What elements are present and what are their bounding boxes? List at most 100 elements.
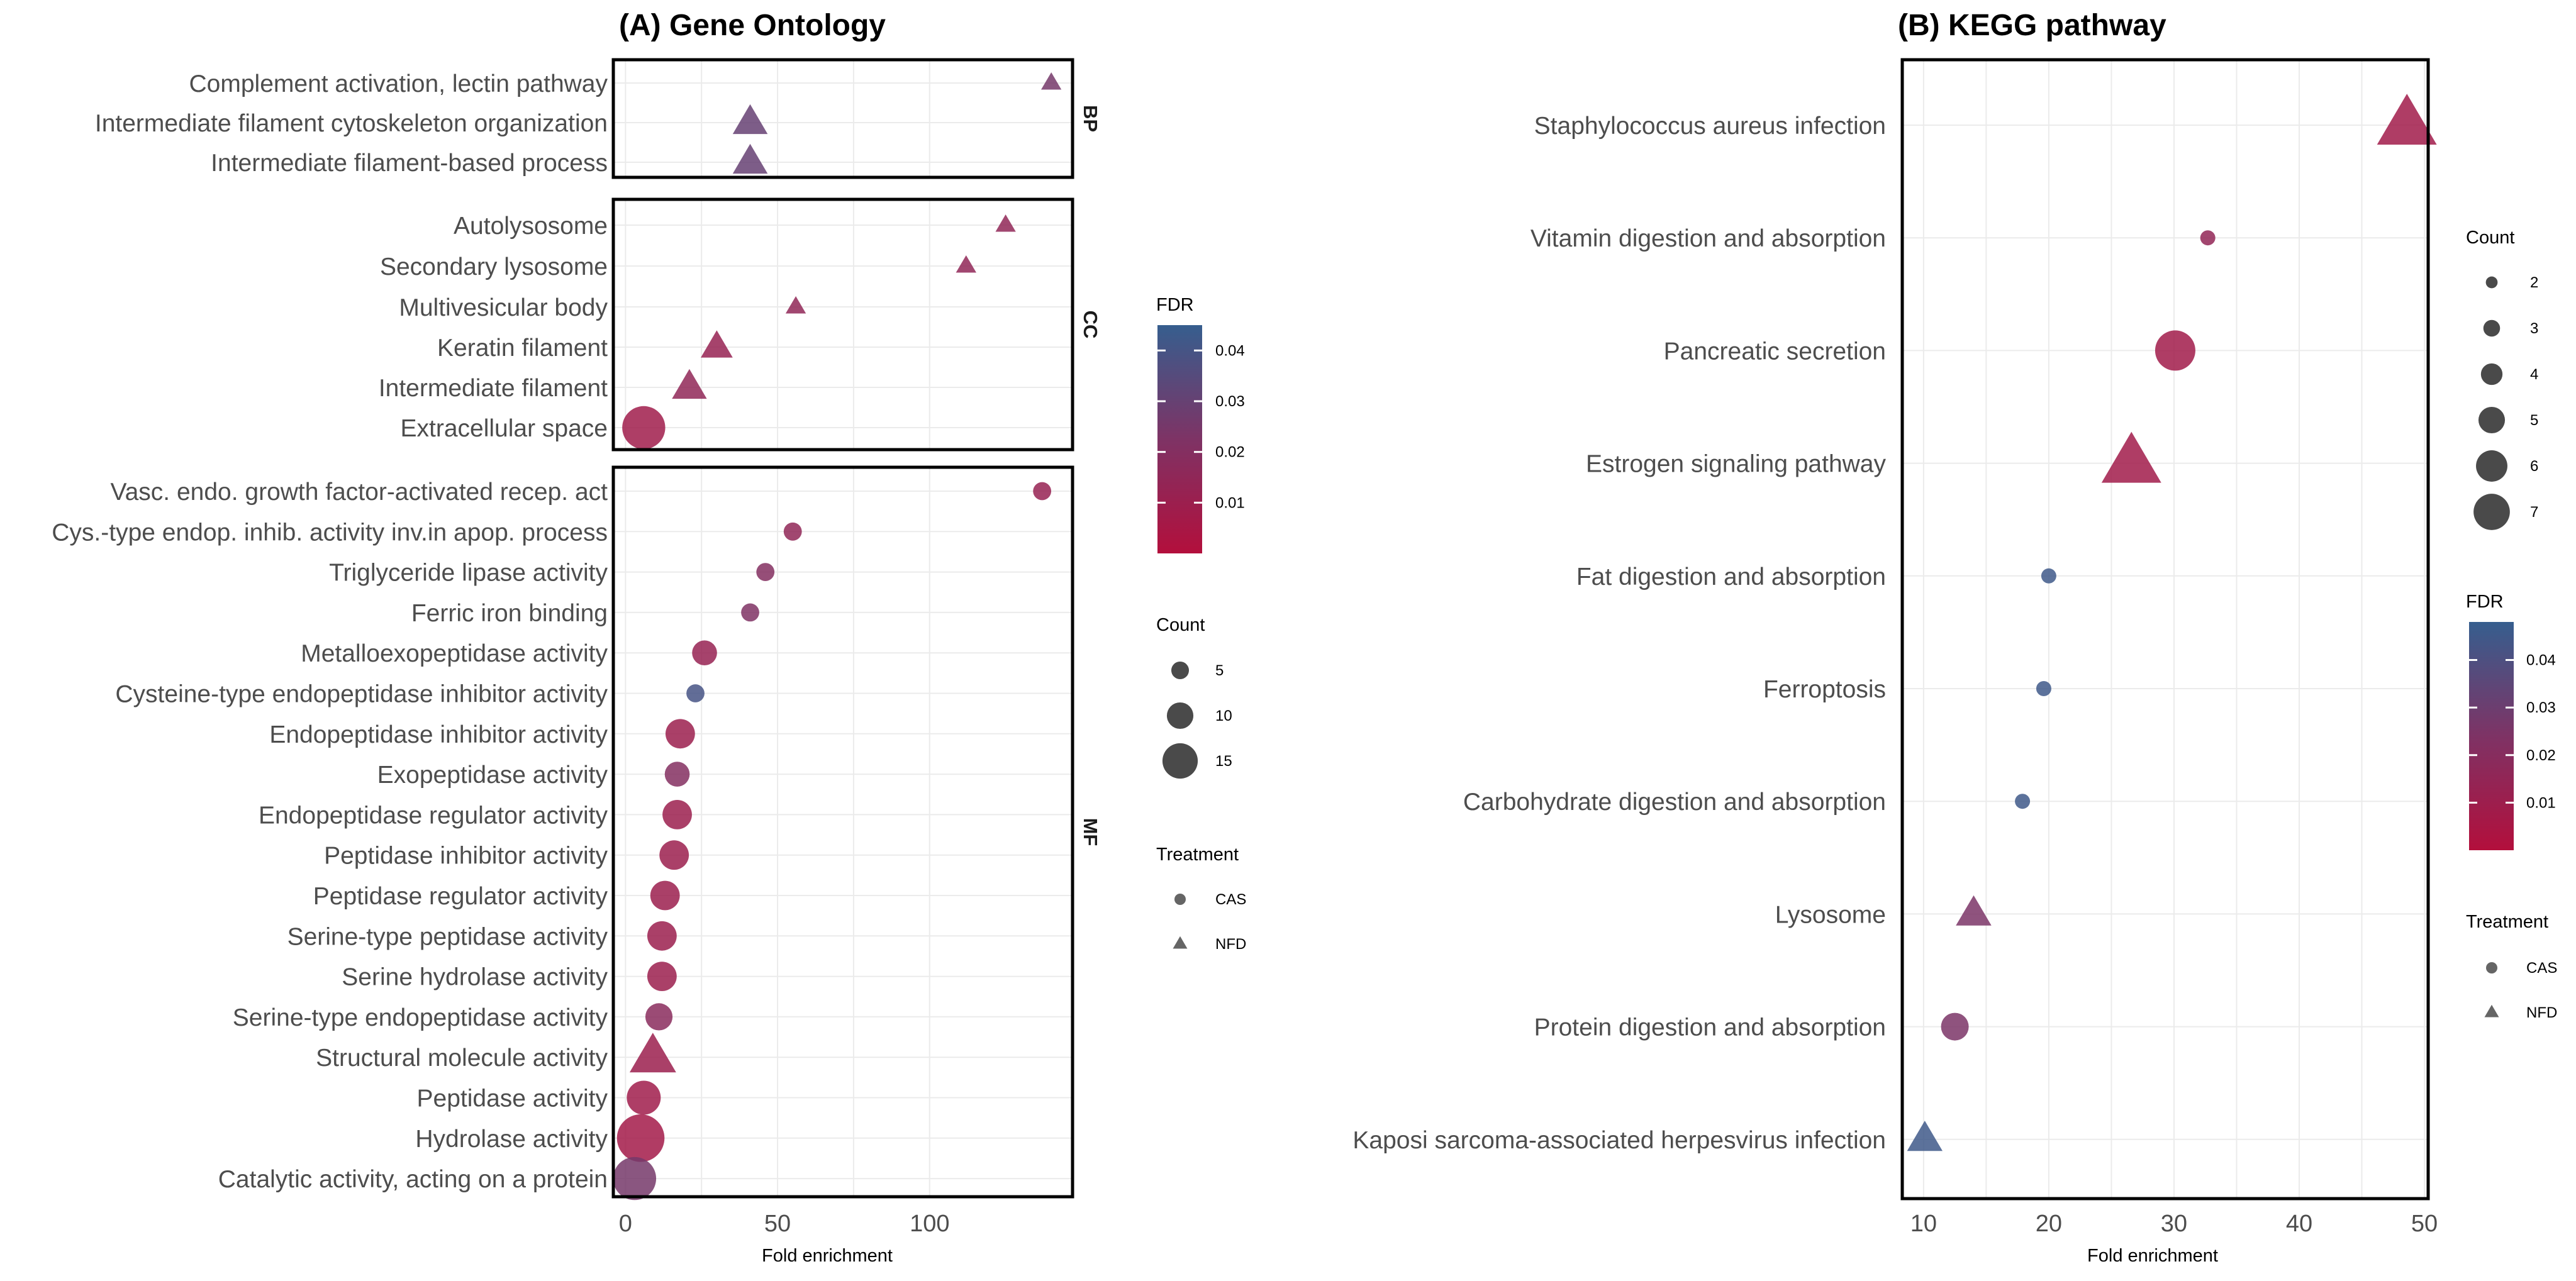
- facet-strip-label: MF: [1079, 818, 1101, 846]
- fdr-tick-label: 0.03: [2526, 699, 2556, 716]
- category-label: Endopeptidase inhibitor activity: [269, 721, 608, 748]
- category-label: Cys.-type endop. inhib. activity inv.in …: [52, 519, 608, 546]
- count-key-label: 15: [1215, 753, 1232, 770]
- facet-frame: [611, 197, 1074, 452]
- count-key: [1166, 702, 1194, 729]
- data-point: [627, 1080, 661, 1115]
- fdr-legend-title: FDR: [1156, 295, 1194, 315]
- x-axis-label: Fold enrichment: [2087, 1246, 2218, 1266]
- category-label: Intermediate filament: [379, 375, 608, 402]
- data-point: [613, 1156, 657, 1201]
- data-point: [647, 962, 677, 991]
- data-point: [956, 255, 976, 273]
- fdr-tick-label: 0.02: [1215, 444, 1245, 461]
- data-point: [616, 1114, 665, 1162]
- gene-ontology-legend: FDR 0.01 0.02 0.03 0.04 Count 5 10 15 Treatment CA…: [1156, 295, 1246, 953]
- category-label: Serine-type peptidase activity: [287, 923, 608, 950]
- category-label: Carbohydrate digestion and absorption: [1463, 789, 1886, 816]
- treatment-key-label: NFD: [1215, 936, 1246, 953]
- data-point: [2036, 681, 2051, 696]
- count-key-label: 4: [2530, 366, 2538, 383]
- x-tick-label: 10: [1910, 1211, 1937, 1237]
- category-label: Peptidase activity: [417, 1085, 608, 1112]
- category-label: Peptidase inhibitor activity: [324, 843, 608, 870]
- data-point: [650, 880, 680, 911]
- fdr-tick-label: 0.03: [1215, 393, 1245, 410]
- treatment-key: [2486, 962, 2497, 973]
- facet-mf: Vasc. endo. growth factor-activated rece…: [52, 465, 1101, 1201]
- data-point: [2200, 230, 2216, 246]
- count-legend-title: Count: [2466, 228, 2514, 248]
- count-key: [1171, 661, 1190, 680]
- data-point: [701, 330, 733, 358]
- data-point: [732, 104, 768, 135]
- treatment-key: [1173, 936, 1188, 949]
- data-point: [629, 1033, 676, 1073]
- count-key: [2478, 406, 2506, 434]
- x-tick-label: 0: [619, 1211, 632, 1237]
- category-label: Intermediate filament cytoskeleton organ…: [95, 110, 608, 137]
- category-label: Ferric iron binding: [411, 600, 608, 627]
- facet-strip-label: CC: [1079, 311, 1101, 339]
- data-point: [785, 296, 806, 314]
- fdr-colorbar: [2469, 622, 2514, 850]
- treatment-legend-title: Treatment: [2466, 912, 2548, 932]
- category-label: Estrogen signaling pathway: [1586, 451, 1886, 478]
- count-key-label: 6: [2530, 458, 2538, 475]
- fdr-tick-label: 0.04: [1215, 342, 1245, 359]
- category-label: Kaposi sarcoma-associated herpesvirus in…: [1352, 1127, 1886, 1154]
- fdr-tick-label: 0.02: [2526, 747, 2556, 764]
- count-legend-title: Count: [1156, 615, 1205, 635]
- gene-ontology-title: (A) Gene Ontology: [619, 9, 886, 42]
- count-key: [2473, 494, 2510, 530]
- category-label: Protein digestion and absorption: [1534, 1014, 1886, 1041]
- count-key: [2480, 363, 2503, 385]
- kegg-pathway-legend: Count 2 3 4 5 6 7 FDR 0.01 0.02 0.03 0.04 Treatment C…: [2466, 228, 2557, 1021]
- data-point: [783, 522, 802, 541]
- category-label: Complement activation, lectin pathway: [189, 70, 608, 97]
- category-label: Peptidase regulator activity: [313, 883, 608, 910]
- facet-bp: Complement activation, lectin pathway Int…: [95, 58, 1101, 179]
- fdr-tick-label: 0.01: [2526, 794, 2556, 811]
- data-point: [1941, 1012, 1969, 1041]
- data-point: [2041, 568, 2056, 584]
- x-tick-label: 50: [2411, 1211, 2438, 1237]
- category-label: Cysteine-type endopeptidase inhibitor ac…: [115, 681, 608, 708]
- category-label: Metalloexopeptidase activity: [301, 640, 608, 667]
- category-label: Intermediate filament-based process: [211, 150, 608, 177]
- data-point: [622, 406, 666, 450]
- treatment-key: [2484, 1004, 2499, 1018]
- data-point: [1033, 482, 1052, 501]
- count-key: [1162, 743, 1198, 779]
- category-label: Secondary lysosome: [380, 253, 608, 280]
- data-point: [995, 214, 1016, 232]
- category-label: Vitamin digestion and absorption: [1531, 225, 1886, 252]
- data-point: [2101, 431, 2161, 483]
- category-label: Serine hydrolase activity: [342, 964, 608, 991]
- count-key-label: 2: [2530, 274, 2538, 291]
- count-key: [2476, 450, 2507, 482]
- plot-frame: [1900, 58, 2430, 1201]
- data-point: [2155, 330, 2195, 371]
- fdr-tick-label: 0.04: [2526, 652, 2556, 669]
- category-label: Ferroptosis: [1763, 676, 1886, 703]
- category-label: Exopeptidase activity: [377, 762, 608, 789]
- data-point: [645, 1003, 673, 1031]
- data-point: [686, 684, 705, 702]
- category-label: Triglyceride lipase activity: [329, 560, 608, 587]
- category-label: Fat digestion and absorption: [1576, 563, 1886, 591]
- treatment-key: [1174, 894, 1186, 905]
- data-point: [692, 640, 717, 665]
- x-tick-label: 40: [2286, 1211, 2312, 1237]
- data-point: [659, 840, 689, 870]
- treatment-key-label: NFD: [2526, 1004, 2557, 1021]
- data-point: [662, 800, 692, 829]
- category-label: Lysosome: [1775, 901, 1886, 928]
- fdr-colorbar: [1157, 325, 1202, 553]
- x-tick-label: 100: [910, 1211, 949, 1237]
- gene-ontology-panel: (A) Gene Ontology Complement activation, …: [52, 9, 1101, 1266]
- kegg-pathway-panel: (B) KEGG pathway Staphylococcus aureus in…: [1352, 9, 2438, 1266]
- count-key-label: 3: [2530, 320, 2538, 337]
- category-label: Pancreatic secretion: [1664, 338, 1886, 365]
- data-point: [2377, 94, 2437, 145]
